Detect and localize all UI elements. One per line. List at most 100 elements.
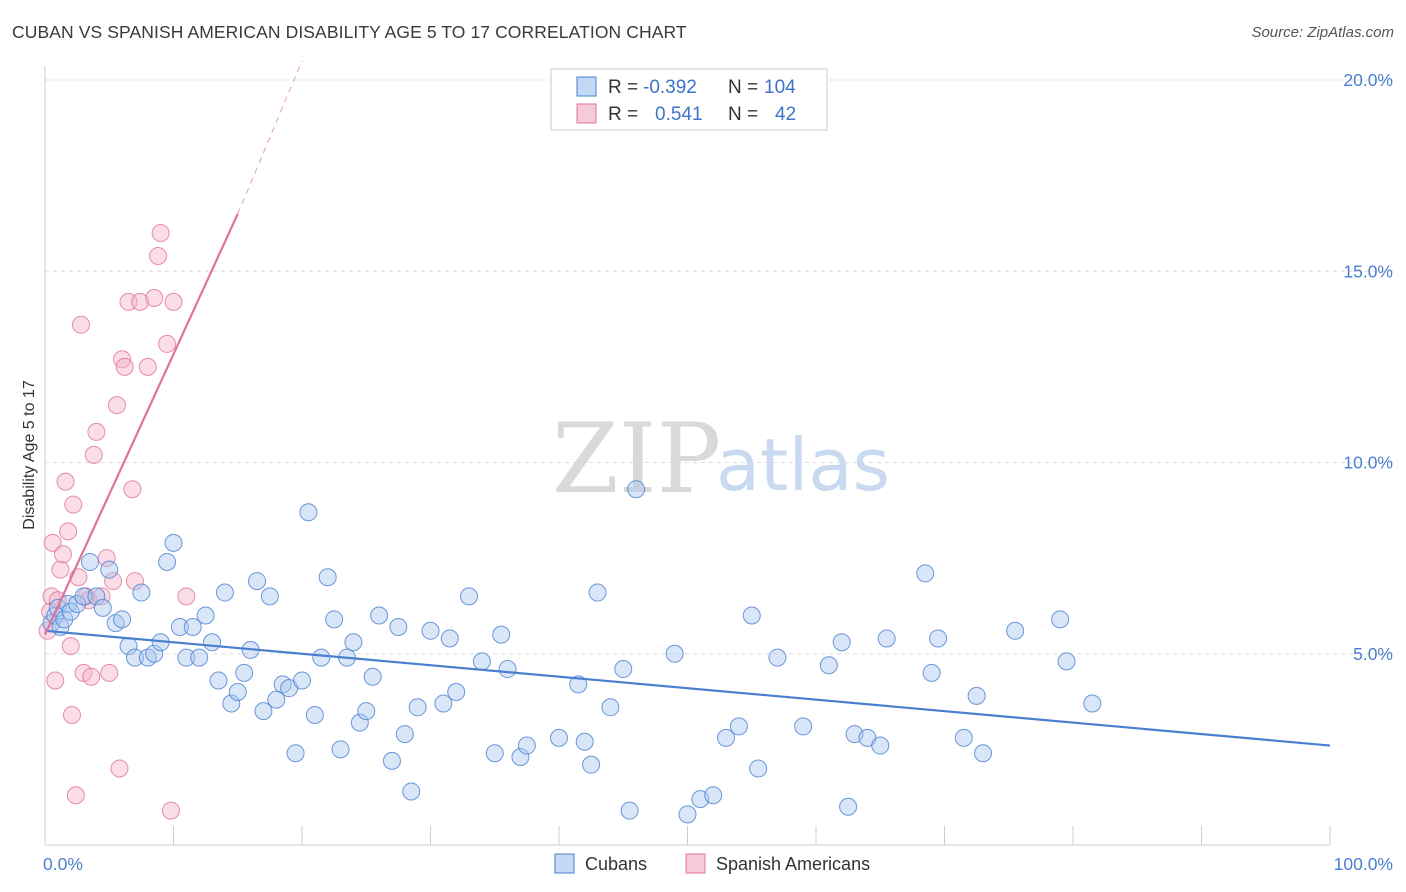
spanish-americans-point-7 <box>53 545 72 564</box>
spanish-americans-trend-line <box>43 213 239 636</box>
spanish-americans-point-22 <box>92 587 111 606</box>
cubans-point-16 <box>125 648 144 667</box>
legend-n-label-spanish-americans: N = <box>728 104 758 125</box>
cubans-point-86 <box>742 606 761 625</box>
spanish-americans-point-25 <box>104 572 123 591</box>
trend-lines <box>43 60 1331 747</box>
cubans-point-104 <box>1051 610 1070 629</box>
cubans-point-69 <box>511 748 530 767</box>
cubans-point-45 <box>312 648 331 667</box>
cubans-point-100 <box>954 728 973 747</box>
y-tick-label-1: 10.0% <box>1343 453 1393 473</box>
cubans-point-10 <box>87 587 106 606</box>
cubans-point-87 <box>749 759 768 778</box>
cubans-point-79 <box>627 480 646 499</box>
chart-source: Source: ZipAtlas.com <box>1251 24 1394 41</box>
spanish-americans-point-33 <box>131 292 150 311</box>
bottom-legend-swatch-spanish-americans <box>685 853 706 874</box>
cubans-point-43 <box>299 503 318 522</box>
cubans-point-42 <box>293 671 311 690</box>
cubans-point-83 <box>704 786 723 805</box>
cubans-point-23 <box>170 617 189 636</box>
legend-r-label-cubans: R = <box>608 77 638 98</box>
spanish-americans-point-31 <box>123 480 142 499</box>
cubans-point-105 <box>1057 652 1076 671</box>
cubans-point-92 <box>839 797 858 816</box>
cubans-point-56 <box>389 617 408 636</box>
cubans-point-12 <box>100 560 119 579</box>
axes <box>44 66 1331 846</box>
cubans-point-61 <box>434 694 453 713</box>
legend-n-value-spanish-americans: 42 <box>775 104 796 125</box>
cubans-point-63 <box>447 683 466 701</box>
bottom-legend-label-spanish-americans: Spanish Americans <box>716 854 870 874</box>
cubans-point-102 <box>974 744 993 763</box>
spanish-americans-point-21 <box>87 422 106 441</box>
cubans-point-65 <box>472 652 491 671</box>
spanish-americans-point-36 <box>149 246 168 265</box>
cubans-point-58 <box>402 782 421 801</box>
spanish-americans-point-15 <box>71 315 90 334</box>
series-legend: Cubans Spanish Americans <box>554 853 870 874</box>
cubans-point-67 <box>492 625 511 644</box>
cubans-point-96 <box>877 629 896 648</box>
cubans-point-72 <box>569 675 588 694</box>
bottom-legend-label-cubans: Cubans <box>585 854 647 874</box>
cubans-point-27 <box>196 606 215 625</box>
cubans-point-31 <box>222 694 241 713</box>
cubans-point-46 <box>318 568 337 587</box>
watermark-zip: ZIP <box>552 403 721 515</box>
cubans-point-52 <box>357 702 376 721</box>
legend-r-value-spanish-americans: 0.541 <box>655 104 703 125</box>
cubans-point-17 <box>132 583 151 602</box>
cubans-point-44 <box>305 705 324 724</box>
spanish-americans-point-20 <box>84 445 103 464</box>
y-axis-label: Disability Age 5 to 17 <box>21 380 38 530</box>
cubans-point-26 <box>190 648 209 667</box>
legend-swatch-cubans <box>576 76 597 97</box>
cubans-point-85 <box>729 717 748 736</box>
spanish-americans-point-26 <box>107 396 126 415</box>
cubans-point-106 <box>1083 694 1102 713</box>
cubans-point-22 <box>164 533 183 552</box>
cubans-point-28 <box>203 633 222 652</box>
cubans-point-84 <box>717 728 736 747</box>
cubans-point-77 <box>614 660 633 679</box>
cubans-point-30 <box>215 583 234 602</box>
spanish-americans-point-12 <box>64 495 83 514</box>
spanish-americans-point-41 <box>177 587 196 606</box>
spanish-americans-points <box>38 224 196 820</box>
cubans-point-103 <box>1006 621 1025 640</box>
cubans-point-7 <box>68 595 87 614</box>
cubans-trend-line <box>44 629 1331 747</box>
spanish-americans-point-9 <box>59 522 78 541</box>
cubans-point-95 <box>871 736 890 755</box>
y-tick-label-2: 15.0% <box>1343 261 1393 281</box>
correlation-legend: R = -0.392 N = 104 R = 0.541 N = 42 <box>550 68 828 131</box>
legend-swatch-spanish-americans <box>576 103 597 124</box>
cubans-point-64 <box>460 587 479 606</box>
cubans-point-36 <box>254 702 273 721</box>
cubans-point-68 <box>498 660 517 679</box>
cubans-point-29 <box>209 671 228 690</box>
spanish-americans-point-39 <box>161 801 180 820</box>
cubans-point-57 <box>395 725 414 744</box>
spanish-americans-point-38 <box>158 334 177 353</box>
spanish-americans-point-19 <box>82 667 101 686</box>
cubans-point-76 <box>601 698 620 717</box>
cubans-point-6 <box>61 602 80 621</box>
cubans-point-41 <box>286 744 305 763</box>
cubans-point-90 <box>819 656 838 675</box>
cubans-point-11 <box>93 598 112 617</box>
cubans-point-50 <box>344 633 363 652</box>
spanish-americans-point-13 <box>66 786 85 805</box>
x-tick-label-0: 0.0% <box>43 854 83 874</box>
bottom-legend-swatch-cubans <box>554 853 575 874</box>
cubans-point-21 <box>158 552 177 571</box>
y-tick-label-0: 5.0% <box>1353 644 1393 664</box>
cubans-point-54 <box>370 606 389 625</box>
cubans-point-75 <box>588 583 607 602</box>
cubans-point-98 <box>922 663 941 682</box>
spanish-americans-point-10 <box>61 637 80 656</box>
cubans-point-66 <box>485 744 504 763</box>
